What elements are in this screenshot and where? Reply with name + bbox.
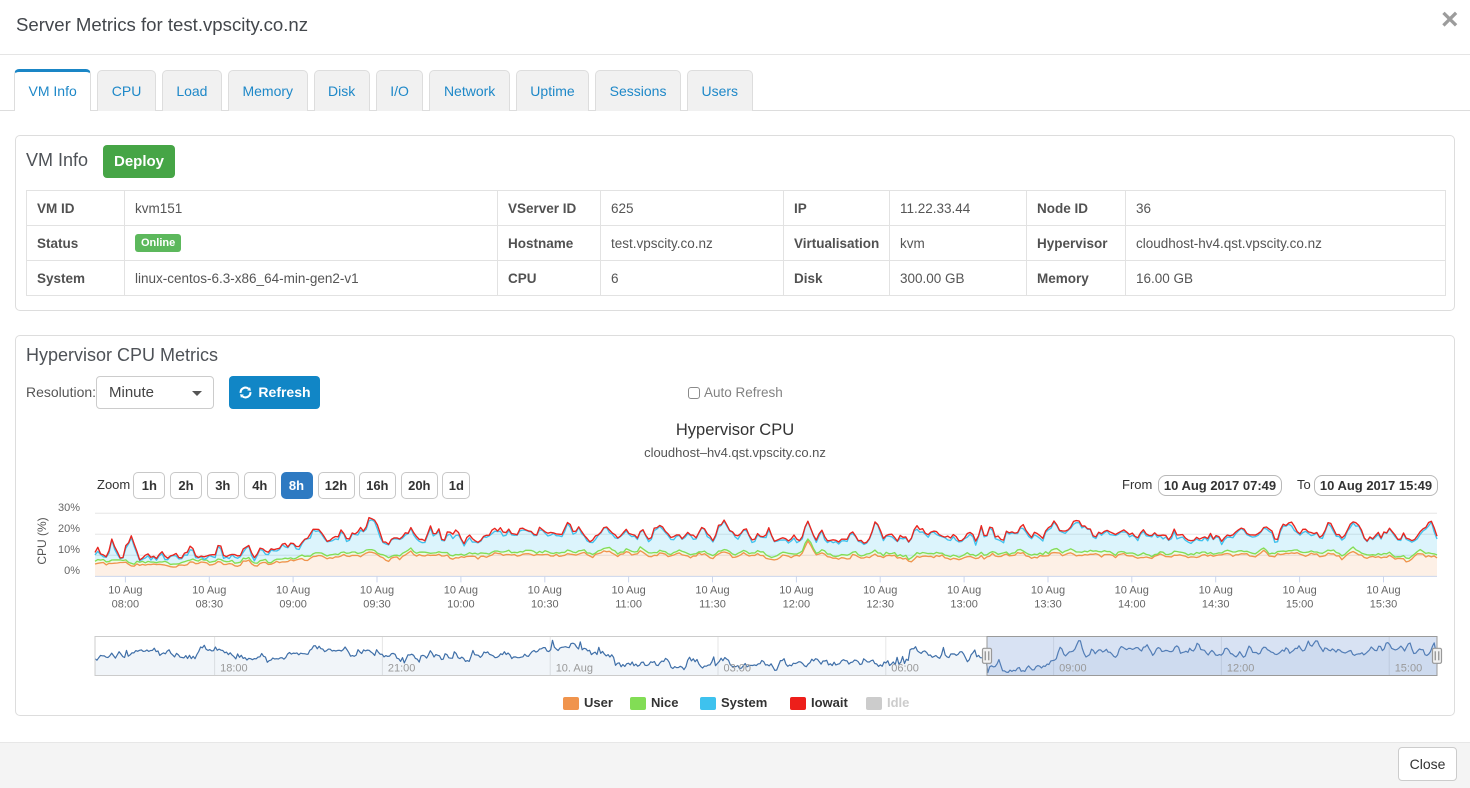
svg-text:10 Aug: 10 Aug <box>1115 585 1149 597</box>
svg-text:15:00: 15:00 <box>1286 599 1314 611</box>
svg-text:10 Aug: 10 Aug <box>695 585 729 597</box>
svg-text:11:00: 11:00 <box>615 599 642 611</box>
svg-text:20%: 20% <box>58 523 80 535</box>
svg-text:10 Aug: 10 Aug <box>1282 585 1316 597</box>
svg-text:09:00: 09:00 <box>279 599 307 611</box>
svg-text:13:00: 13:00 <box>950 599 978 611</box>
svg-text:0%: 0% <box>64 565 80 577</box>
svg-text:CPU (%): CPU (%) <box>35 517 49 564</box>
svg-text:10 Aug: 10 Aug <box>863 585 897 597</box>
svg-text:08:30: 08:30 <box>196 599 224 611</box>
svg-text:14:30: 14:30 <box>1202 599 1230 611</box>
svg-text:10 Aug: 10 Aug <box>276 585 310 597</box>
svg-text:10:30: 10:30 <box>531 599 559 611</box>
svg-text:10. Aug: 10. Aug <box>556 663 593 675</box>
svg-text:21:00: 21:00 <box>388 663 416 675</box>
svg-text:10 Aug: 10 Aug <box>444 585 478 597</box>
svg-text:10 Aug: 10 Aug <box>360 585 394 597</box>
svg-text:09:00: 09:00 <box>1059 663 1087 675</box>
svg-text:09:30: 09:30 <box>363 599 391 611</box>
svg-text:11:30: 11:30 <box>699 599 726 611</box>
svg-text:10:00: 10:00 <box>447 599 475 611</box>
svg-text:18:00: 18:00 <box>220 663 248 675</box>
svg-text:08:00: 08:00 <box>112 599 140 611</box>
svg-text:12:30: 12:30 <box>866 599 894 611</box>
svg-text:12:00: 12:00 <box>783 599 811 611</box>
svg-text:10 Aug: 10 Aug <box>1031 585 1065 597</box>
svg-text:10 Aug: 10 Aug <box>1366 585 1400 597</box>
svg-text:12:00: 12:00 <box>1227 663 1255 675</box>
svg-text:10%: 10% <box>58 544 80 556</box>
svg-text:10 Aug: 10 Aug <box>108 585 142 597</box>
svg-text:03:00: 03:00 <box>724 663 752 675</box>
svg-text:10 Aug: 10 Aug <box>947 585 981 597</box>
svg-text:10 Aug: 10 Aug <box>611 585 645 597</box>
svg-text:10 Aug: 10 Aug <box>192 585 226 597</box>
svg-text:10 Aug: 10 Aug <box>1199 585 1233 597</box>
svg-text:15:00: 15:00 <box>1395 663 1423 675</box>
svg-text:14:00: 14:00 <box>1118 599 1146 611</box>
svg-text:10 Aug: 10 Aug <box>528 585 562 597</box>
svg-text:30%: 30% <box>58 502 80 514</box>
svg-text:15:30: 15:30 <box>1370 599 1398 611</box>
svg-text:13:30: 13:30 <box>1034 599 1062 611</box>
svg-text:10 Aug: 10 Aug <box>779 585 813 597</box>
svg-text:06:00: 06:00 <box>891 663 919 675</box>
